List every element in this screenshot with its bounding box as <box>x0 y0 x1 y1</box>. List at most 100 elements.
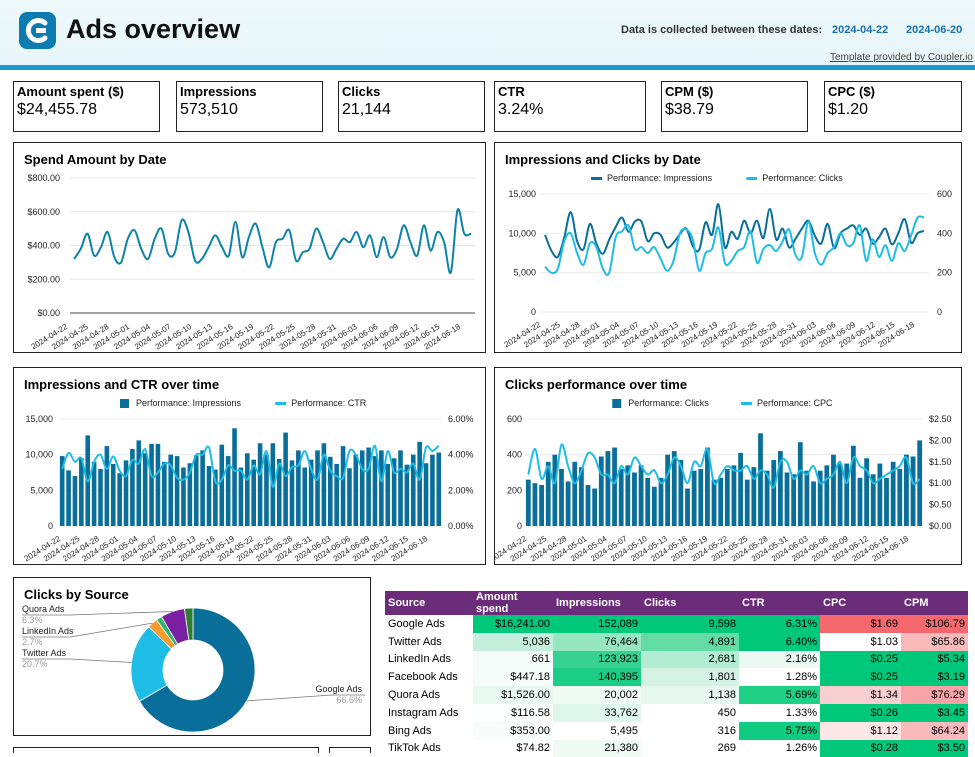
table-row[interactable]: Instagram Ads $116.58 33,762 450 1.33% $0.26 $… <box>385 703 968 722</box>
chart-title: Impressions and Clicks by Date <box>505 152 701 167</box>
bar <box>391 458 397 526</box>
bar <box>811 481 816 526</box>
chart-title: Clicks performance over time <box>505 377 688 392</box>
y-tick-label-right: $2.50 <box>929 414 952 424</box>
col-cpc[interactable]: CPC <box>820 591 901 615</box>
spend-series-line <box>73 208 472 274</box>
cell-spend: 5,036 <box>473 632 553 651</box>
col-impressions[interactable]: Impressions <box>553 591 641 615</box>
cell-cpc: $1.03 <box>820 632 901 651</box>
bar <box>718 477 724 526</box>
bar <box>877 463 883 526</box>
end-date[interactable]: 2024-06-20 <box>906 24 963 36</box>
y-tick-label-right: $0.00 <box>929 521 952 531</box>
kpi-label: Amount spent ($) <box>17 84 124 99</box>
bar <box>758 433 763 526</box>
y-tick-label: $800.00 <box>27 173 60 183</box>
pie-pct: 2.7% <box>22 637 43 647</box>
bar <box>771 460 777 526</box>
bar <box>321 443 327 526</box>
y-tick-label-right: 4.00% <box>448 450 474 460</box>
bar <box>870 474 876 526</box>
clicks-series-line <box>544 215 925 276</box>
legend-swatch <box>120 399 129 408</box>
bar <box>724 468 730 526</box>
bar <box>123 460 129 526</box>
bar <box>744 479 750 526</box>
cell-impr: 33,762 <box>553 703 641 722</box>
y-tick-label-right: $1.00 <box>929 478 952 488</box>
bar <box>824 465 830 526</box>
bar <box>711 479 717 526</box>
pie-pct: 66.6% <box>336 695 362 705</box>
table-row[interactable]: TikTok Ads $74.82 21,380 269 1.26% $0.28 $3.50 <box>385 739 968 757</box>
chart-title: Clicks by Source <box>24 587 129 602</box>
y-tick-label: 200 <box>507 485 522 495</box>
col-cpm[interactable]: CPM <box>901 591 968 615</box>
cell-spend: 661 <box>473 650 553 669</box>
bar <box>430 454 435 526</box>
cell-clicks: 1,138 <box>641 686 739 704</box>
bar <box>890 461 896 526</box>
kpi-value: 3.24% <box>498 101 544 118</box>
table-row[interactable]: LinkedIn Ads 661 123,923 2,681 2.16% $0.25 $5.… <box>385 650 968 669</box>
cell-clicks: 9,598 <box>641 615 739 633</box>
legend-swatch <box>746 177 758 180</box>
cell-ctr: 1.28% <box>739 668 820 687</box>
y-tick-label-right: $1.50 <box>929 457 952 467</box>
bar <box>585 484 591 526</box>
bar <box>559 468 564 526</box>
bar <box>155 443 161 526</box>
bar <box>857 477 863 526</box>
bar <box>385 463 391 526</box>
bar <box>436 452 442 526</box>
y-tick-label-right: $0.50 <box>929 500 952 510</box>
table-row[interactable]: Google Ads $16,241.00 152,089 9,598 6.31% $1.… <box>385 615 968 633</box>
bottom-panel-edge <box>13 747 319 753</box>
col-amount-spend[interactable]: Amount spend <box>473 591 553 615</box>
cell-impr: 20,002 <box>553 686 641 704</box>
table-row[interactable]: Twitter Ads 5,036 76,464 4,891 6.40% $1.03 $65… <box>385 632 968 651</box>
col-source[interactable]: Source <box>385 591 473 615</box>
cell-ctr: 5.69% <box>739 686 820 704</box>
col-clicks[interactable]: Clicks <box>641 591 739 615</box>
pie-leader-line <box>22 611 173 616</box>
bar <box>404 464 410 526</box>
bar <box>751 467 757 526</box>
table-row[interactable]: Quora Ads $1,526.00 20,002 1,138 5.69% $1.34 $… <box>385 686 968 704</box>
cell-clicks: 4,891 <box>641 632 739 651</box>
bar <box>110 463 116 526</box>
bar <box>232 428 237 526</box>
bar <box>327 456 333 526</box>
bar <box>245 453 250 526</box>
template-link[interactable]: Template provided by Coupler.io <box>830 52 973 63</box>
cell-spend: $74.82 <box>473 739 553 757</box>
bar <box>149 443 154 526</box>
bar <box>552 454 558 526</box>
kpi-label: Impressions <box>180 84 257 99</box>
bar <box>257 443 263 526</box>
clicks-performance-chart: Performance: Clicks Performance: CPC 0 200 4… <box>495 398 952 563</box>
col-ctr[interactable]: CTR <box>739 591 820 615</box>
bar <box>366 447 371 526</box>
cell-source: Bing Ads <box>385 721 473 740</box>
kpi-cpc: CPC ($) $1.20 <box>824 81 962 132</box>
start-date[interactable]: 2024-04-22 <box>832 24 889 36</box>
cell-spend: $1,526.00 <box>473 686 553 704</box>
bar <box>545 461 551 526</box>
bar <box>98 468 103 526</box>
page-title: Ads overview <box>66 14 241 44</box>
y-tick-label-right: 0.00% <box>448 521 474 531</box>
bar <box>532 483 538 526</box>
bar <box>206 466 212 526</box>
legend-swatch <box>612 399 622 408</box>
kpi-value: 573,510 <box>180 101 238 118</box>
bar <box>837 463 843 526</box>
bar <box>315 450 320 526</box>
table-row[interactable]: Bing Ads $353.00 5,495 316 5.75% $1.12 $64.24 <box>385 721 968 740</box>
bar <box>864 458 870 526</box>
cell-spend: $353.00 <box>473 721 553 740</box>
cell-cpm: $65.86 <box>901 632 968 651</box>
table-row[interactable]: Facebook Ads $447.18 140,395 1,801 1.28% $0.2… <box>385 668 968 687</box>
